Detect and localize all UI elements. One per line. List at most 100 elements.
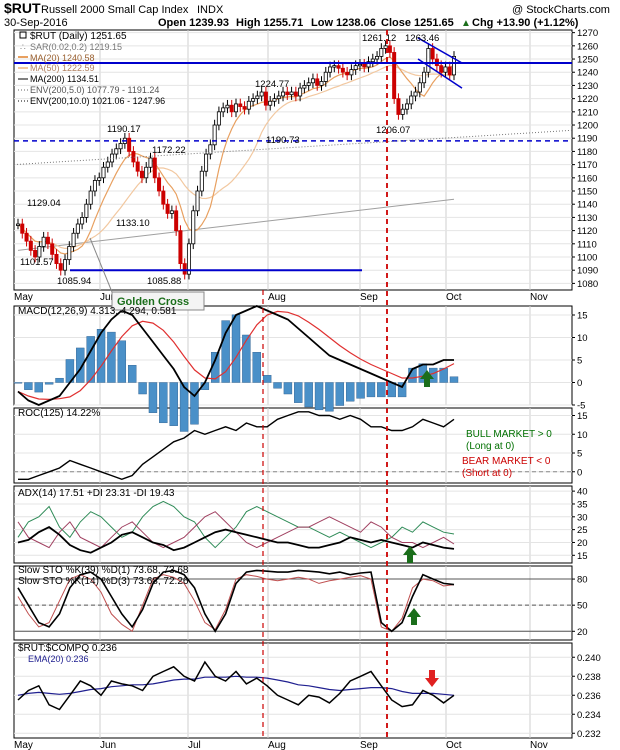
header-change: Chg +13.90 (+1.12%) <box>472 17 579 29</box>
macd-tick-label: 0 <box>577 378 582 389</box>
x-label-bottom-aug: Aug <box>268 740 286 750</box>
macd-tick-label: 15 <box>577 311 588 322</box>
candle-body <box>127 137 132 152</box>
adx-title: ADX(14) 17.51 +DI 23.31 -DI 19.43 <box>18 488 175 499</box>
price-tick-label: 1230 <box>577 81 598 92</box>
candle-body <box>447 66 452 76</box>
price-tick-label: 1200 <box>577 121 598 132</box>
legend-price: $RUT (Daily) 1251.65 <box>30 31 127 42</box>
ratio-tick-label: 0.240 <box>577 653 601 664</box>
adx-tick-label: 35 <box>577 499 588 510</box>
candle-body <box>349 69 354 76</box>
macd-histogram-bar <box>190 382 199 425</box>
candle-body <box>413 91 418 97</box>
candle-body <box>400 108 405 115</box>
candle-body <box>387 45 392 53</box>
macd-histogram-bar <box>231 314 241 383</box>
candle-body <box>182 263 187 275</box>
candle-body <box>67 246 72 261</box>
candle-body <box>332 65 337 68</box>
price-tick-label: 1260 <box>577 41 598 52</box>
macd-histogram-bar <box>127 365 137 383</box>
roc-tick-label: 10 <box>577 430 588 441</box>
header-change-arrow: ▲ <box>461 18 471 29</box>
macd-tick-label: 5 <box>577 356 582 367</box>
roc-line <box>18 411 455 481</box>
macd-histogram-bar <box>138 382 147 395</box>
price-tick-label: 1090 <box>577 266 598 277</box>
gridlines <box>14 30 572 738</box>
adx-panel <box>17 500 455 554</box>
macd-histogram-bar <box>159 382 168 424</box>
macd-histogram-bar <box>335 382 345 406</box>
price-level-1172-22: 1172.22 <box>152 145 186 156</box>
price-tick-label: 1190 <box>577 134 597 145</box>
macd-histogram-bar <box>179 382 189 432</box>
sto-fast-line <box>17 574 455 633</box>
roc-tick-label: 5 <box>577 449 582 460</box>
x-label-bottom-jul: Jul <box>188 740 201 750</box>
x-label-jun: Jun <box>100 292 116 303</box>
macd-histogram-bar <box>13 382 23 384</box>
macd-histogram-bar <box>283 382 293 395</box>
price-tick-label: 1210 <box>577 107 598 118</box>
wedge-lower-line <box>417 58 463 89</box>
macd-histogram-bar <box>117 340 127 383</box>
candle-body <box>298 87 303 97</box>
ratio-panel <box>17 660 455 711</box>
adx-up-arrow-icon <box>403 546 417 563</box>
x-label-bottom-may: May <box>14 740 33 750</box>
macd-histogram-bar <box>252 352 261 383</box>
candle-body <box>272 98 277 102</box>
price-level-1206-07: 1206.07 <box>376 125 410 136</box>
candle-body <box>204 153 209 172</box>
y-axis-ticks: 1080109011001110112011301140115011601170… <box>572 28 601 740</box>
price-legend-square-icon <box>19 31 27 39</box>
roc-tick-label: 15 <box>577 411 588 422</box>
sto-tick-label: 50 <box>577 601 588 612</box>
legend-sar-icon: ∴ <box>20 42 26 52</box>
macd-histogram-bar <box>96 329 106 383</box>
golden-cross-label: Golden Cross <box>117 296 189 308</box>
candle-body <box>396 98 401 115</box>
candle-body <box>362 63 367 68</box>
candle-body <box>426 48 431 73</box>
macd-up-arrow-icon <box>420 370 434 387</box>
candle-body <box>45 236 50 245</box>
macd-histogram-bar <box>44 382 54 385</box>
ratio-down-arrow-icon <box>425 670 439 687</box>
price-tick-label: 1180 <box>577 147 597 158</box>
candle-body <box>357 63 362 67</box>
sto-tick-label: 80 <box>577 575 588 586</box>
price-panel <box>13 37 573 280</box>
candle-body <box>353 65 358 70</box>
candle-body <box>233 103 238 113</box>
price-tick-label: 1270 <box>577 28 598 39</box>
ratio-tick-label: 0.236 <box>577 691 601 702</box>
price-tick-label: 1220 <box>577 94 598 105</box>
x-label-oct: Oct <box>446 292 462 303</box>
roc-title: ROC(125) 14.22% <box>18 408 100 419</box>
golden-cross-pointer <box>89 237 113 293</box>
candle-body <box>105 161 110 168</box>
price-tick-label: 1080 <box>577 279 598 290</box>
candle-body <box>439 65 444 73</box>
price-frame <box>13 29 573 291</box>
candle-body <box>409 95 414 105</box>
price-legend: $RUT (Daily) 1251.65 ∴ SAR(0.02,0.2) 121… <box>18 31 165 106</box>
adx-frame <box>13 485 573 564</box>
candle-body <box>417 82 422 93</box>
golden-cross-box <box>111 291 205 311</box>
macd-line <box>17 305 454 406</box>
candle-body <box>97 177 102 181</box>
ratio-line <box>17 660 455 711</box>
candle-body <box>101 166 106 179</box>
candle-body <box>208 144 213 155</box>
candle-body <box>404 103 409 110</box>
candle-body <box>451 55 456 76</box>
header-name: Russell 2000 Small Cap Index <box>41 4 189 16</box>
candle-body <box>268 100 273 106</box>
candle-body <box>131 151 136 163</box>
price-tick-label: 1170 <box>577 160 597 171</box>
